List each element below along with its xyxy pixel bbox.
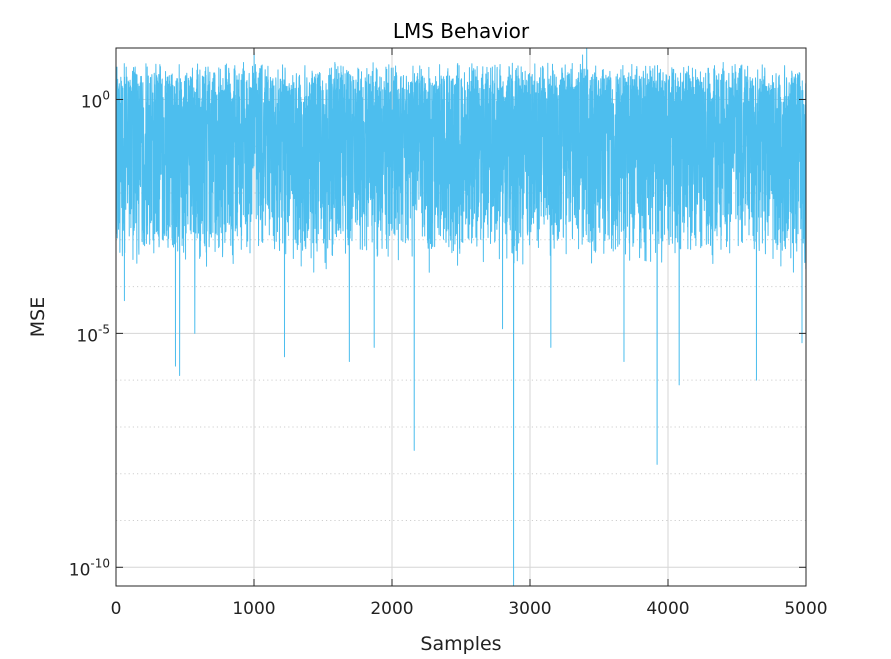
x-tick-label-5: 5000: [784, 599, 827, 619]
y-tick-label-1: 10-5: [76, 322, 110, 346]
x-tick-label-2: 2000: [370, 599, 413, 619]
plot-frame: [115, 47, 807, 587]
y-tick-label-0: 100: [81, 88, 110, 112]
x-tick-label-1: 1000: [232, 599, 275, 619]
series-mse: [115, 47, 807, 587]
x-tick-label-3: 3000: [508, 599, 551, 619]
y-axis-label: MSE: [27, 297, 49, 337]
x-tick-label-4: 4000: [646, 599, 689, 619]
y-tick-label-2: 10-10: [69, 556, 110, 580]
mse-line: [115, 47, 807, 587]
axis-ticks: 0 1000 2000 3000 4000 5000 100 10-5 10-10: [69, 48, 828, 619]
x-axis-label: Samples: [420, 633, 501, 655]
x-tick-label-0: 0: [111, 599, 122, 619]
chart-title: LMS Behavior: [393, 19, 530, 43]
